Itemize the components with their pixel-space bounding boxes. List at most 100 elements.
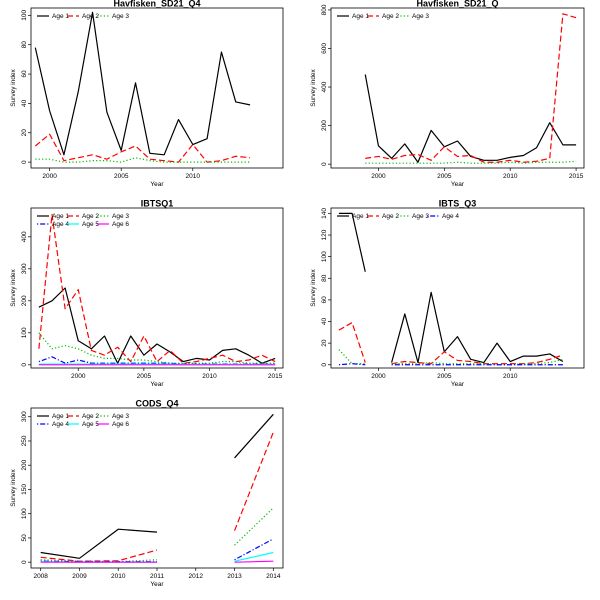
series-line-age-1 [338, 212, 564, 364]
series-line-age-3 [35, 157, 251, 163]
series-line-age-3 [40, 507, 274, 563]
legend-label-age-6: Age 6 [112, 421, 129, 428]
x-axis-label: Year [150, 381, 164, 388]
legend-label-age-5: Age 5 [82, 421, 99, 428]
x-tick-label: 2009 [72, 573, 87, 580]
x-tick-label: 2015 [569, 173, 584, 180]
x-tick-label: 2008 [33, 573, 48, 580]
plot-frame [30, 7, 284, 169]
y-axis-label: Survey index [10, 268, 17, 306]
x-tick-label: 2010 [503, 373, 518, 380]
legend-label-age-3: Age 3 [112, 213, 129, 220]
panel-title: Havfisken_SD21_Q4 [113, 0, 200, 9]
y-tick-label: 150 [21, 484, 28, 495]
x-tick-label: 2005 [137, 373, 152, 380]
legend-label-age-1: Age 1 [352, 13, 369, 20]
y-tick-label: 200 [21, 295, 28, 306]
legend: Age 1 Age 2 Age 3 Age 4 Age 5 Age 6 [37, 413, 129, 428]
y-tick-label: 20 [321, 339, 328, 347]
y-tick-label: 600 [321, 43, 328, 54]
y-axis-label: Survey index [10, 68, 17, 106]
x-tick-label: 2000 [42, 173, 57, 180]
series-group [34, 11, 251, 163]
y-tick-label: 40 [21, 99, 28, 107]
y-tick-label: 0 [321, 363, 328, 367]
series-line-age-2 [34, 133, 251, 163]
y-tick-label: 120 [321, 229, 328, 240]
y-tick-label: 800 [321, 4, 328, 15]
series-line-age-1 [40, 413, 274, 559]
series-group [40, 413, 274, 563]
y-tick-label: 0 [21, 363, 28, 367]
series-line-age-3 [365, 160, 577, 164]
series-line-age-2 [365, 13, 577, 163]
y-tick-label: 0 [321, 162, 328, 166]
y-tick-label: 200 [21, 459, 28, 470]
series-line-age-2 [338, 321, 564, 365]
y-tick-label: 400 [21, 231, 28, 242]
x-tick-label: 2015 [268, 373, 283, 380]
legend-label-age-3: Age 3 [112, 13, 129, 20]
plot-frame [30, 207, 284, 369]
x-tick-label: 2000 [71, 373, 86, 380]
y-tick-label: 50 [21, 534, 28, 542]
series-group [338, 212, 564, 366]
legend-label-age-4: Age 4 [52, 421, 69, 428]
series-group [38, 213, 276, 366]
y-tick-label: 100 [321, 251, 328, 262]
series-line-age-6 [40, 560, 274, 563]
panel-havfisken-sd21-q: Havfisken_SD21_Q 2000 2005 2010 2015 0 200 400 6… [310, 0, 585, 188]
y-tick-label: 200 [321, 120, 328, 131]
legend-label-age-2: Age 2 [82, 413, 99, 420]
series-line-age-2 [38, 213, 276, 364]
legend-label-age-3: Age 3 [112, 413, 129, 420]
x-tick-label: 2005 [437, 373, 452, 380]
y-tick-label: 80 [21, 41, 28, 49]
series-line-age-1 [364, 74, 577, 163]
y-tick-label: 300 [21, 411, 28, 422]
series-line-age-4 [338, 363, 563, 366]
y-tick-label: 100 [21, 327, 28, 338]
x-tick-label: 2011 [150, 573, 164, 580]
y-axis-label: Survey index [310, 68, 317, 106]
series-line-age-4 [38, 356, 276, 365]
x-tick-label: 2010 [202, 373, 217, 380]
y-tick-label: 40 [321, 318, 328, 326]
x-tick-label: 2005 [437, 173, 452, 180]
legend: Age 1 Age 2 Age 3 Age 4 Age 5 Age 6 [37, 213, 129, 228]
y-tick-label: 60 [321, 296, 328, 304]
x-tick-label: 2010 [503, 173, 518, 180]
panel-havfisken-sd21-q4: Havfisken_SD21_Q4 2000 2005 2010 0 20 40 60 80 10… [10, 0, 284, 188]
x-tick-label: 2013 [227, 573, 242, 580]
panel-title: IBTSQ1 [141, 199, 174, 209]
x-axis-label: Year [150, 581, 164, 588]
legend-label-age-3: Age 3 [412, 13, 429, 20]
panel-title: IBTS_Q3 [439, 199, 477, 209]
y-tick-label: 60 [21, 70, 28, 78]
series-group [364, 13, 577, 164]
legend-label-age-2: Age 2 [382, 13, 399, 20]
legend-label-age-2: Age 2 [82, 213, 99, 220]
panel-ibts-q3: IBTS_Q3 2000 2005 2010 0 20 40 60 80 100 120 140 Yea… [310, 199, 585, 388]
legend-label-age-4: Age 4 [442, 213, 459, 220]
y-axis-label: Survey index [310, 268, 317, 306]
panel-ibtsq1: IBTSQ1 2000 2005 2010 2015 0 100 200 300 400 Year S… [10, 199, 284, 388]
legend-label-age-1: Age 1 [52, 413, 69, 420]
plot-frame [30, 407, 284, 569]
series-line-age-3 [38, 332, 276, 364]
series-line-age-1 [34, 11, 251, 156]
legend-label-age-1: Age 1 [52, 213, 69, 220]
legend-label-age-4: Age 4 [52, 221, 69, 228]
y-tick-label: 100 [21, 10, 28, 21]
legend-label-age-3: Age 3 [412, 213, 429, 220]
y-tick-label: 0 [21, 560, 28, 564]
panel-title: Havfisken_SD21_Q [416, 0, 498, 9]
y-tick-label: 0 [21, 160, 28, 164]
x-tick-label: 2005 [114, 173, 129, 180]
x-tick-label: 2000 [371, 373, 386, 380]
x-tick-label: 2010 [111, 573, 126, 580]
y-tick-label: 80 [321, 274, 328, 282]
series-line-age-1 [38, 287, 276, 364]
legend: Age 1 Age 2 Age 3 [37, 13, 129, 20]
